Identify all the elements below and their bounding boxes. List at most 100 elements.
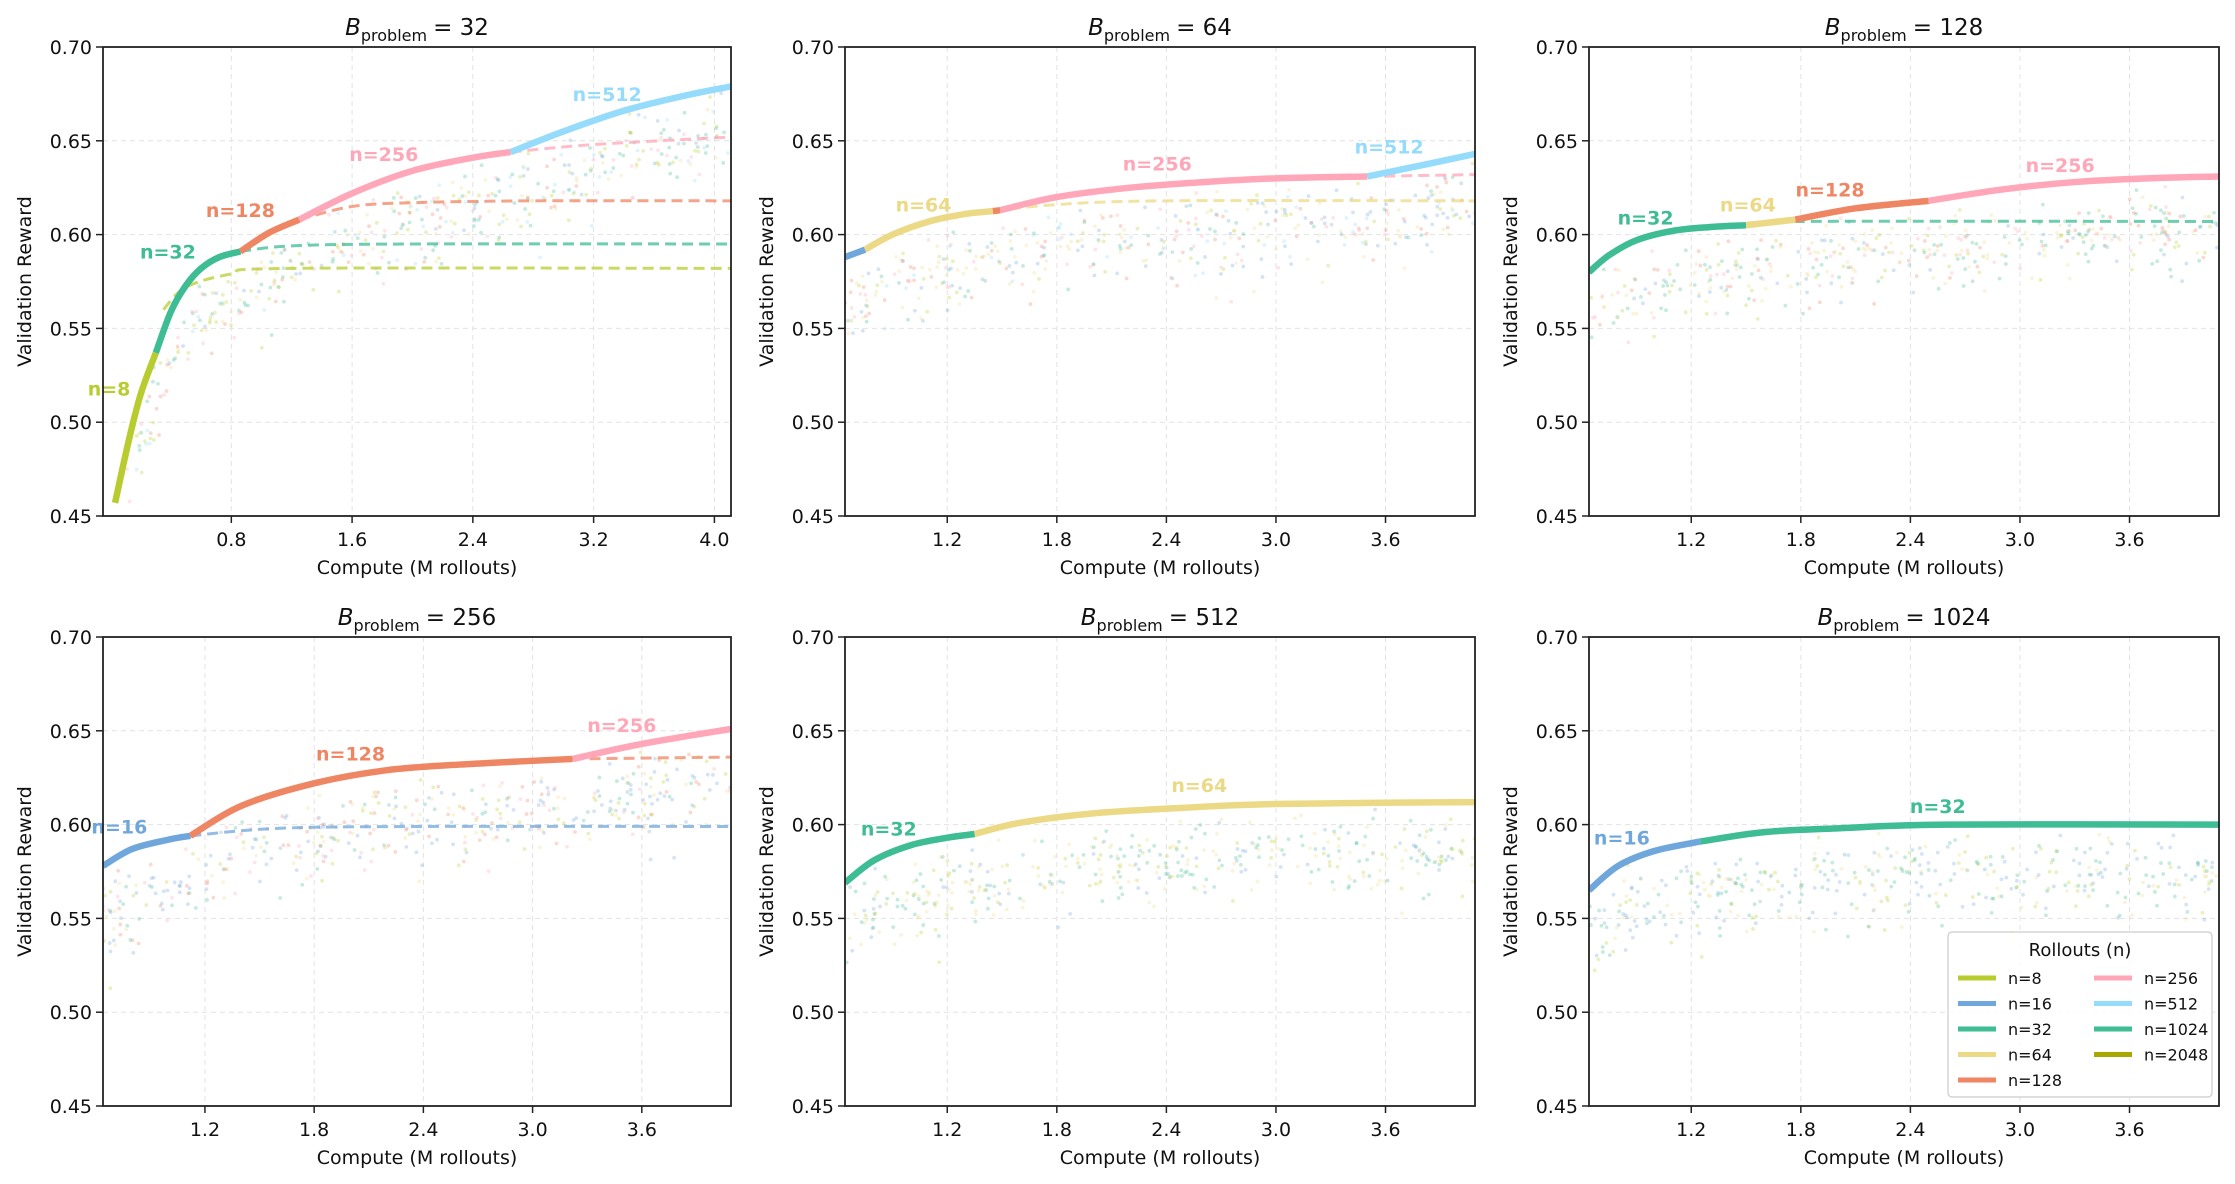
- scatter-point: [1413, 844, 1418, 849]
- scatter-point: [689, 155, 694, 159]
- scatter-point: [542, 803, 546, 807]
- scatter-point: [664, 790, 669, 794]
- scatter-point: [1992, 869, 1997, 874]
- scatter-point: [436, 784, 441, 789]
- scatter-point: [1326, 853, 1331, 858]
- scatter-point: [915, 933, 920, 938]
- scatter-point: [134, 467, 139, 472]
- scatter-point: [2014, 878, 2019, 883]
- scatter-point: [2193, 874, 2198, 879]
- scatter-point: [304, 876, 309, 881]
- scatter-point: [1825, 851, 1830, 856]
- scatter-point: [392, 816, 397, 821]
- scatter-point: [1721, 272, 1726, 277]
- scatter-point: [1276, 846, 1281, 851]
- scatter-point: [1257, 855, 1261, 860]
- scatter-point: [711, 772, 715, 777]
- title-value: = 1024: [1905, 605, 1990, 631]
- scatter-point: [1459, 850, 1464, 855]
- x-tick-label: 2.4: [1151, 529, 1181, 551]
- scatter-point: [1093, 836, 1098, 841]
- y-tick-label: 0.70: [1536, 627, 1578, 649]
- scatter-point: [382, 234, 387, 239]
- scatter-point: [967, 889, 972, 894]
- scatter-point: [1907, 263, 1912, 267]
- scatter-point: [148, 431, 153, 435]
- scatter-point: [220, 300, 225, 305]
- scatter-point: [925, 889, 929, 894]
- y-axis-label: Validation Reward: [756, 786, 778, 957]
- scatter-point: [1745, 929, 1749, 934]
- scatter-point: [348, 799, 353, 804]
- scatter-point: [224, 300, 229, 304]
- scatter-point: [500, 219, 505, 224]
- scatter-point: [955, 268, 960, 272]
- scatter-point: [2202, 214, 2207, 219]
- scatter-point: [1971, 902, 1976, 907]
- scatter-point: [1091, 262, 1096, 267]
- scatter-point: [1794, 914, 1799, 919]
- scatter-point: [1057, 225, 1061, 230]
- scatter-point: [653, 756, 657, 761]
- scatter-point: [1364, 216, 1369, 221]
- scatter-point: [192, 323, 196, 328]
- scatter-point: [471, 812, 475, 816]
- scatter-point: [1919, 885, 1924, 889]
- scatter-point: [524, 812, 529, 816]
- scatter-point: [1193, 273, 1198, 278]
- scatter-point: [1589, 923, 1593, 927]
- scatter-point: [1179, 868, 1184, 873]
- scatter-point: [1203, 890, 1207, 895]
- scatter-point: [1643, 287, 1648, 292]
- scatter-point: [1964, 867, 1969, 872]
- scatter-point: [1596, 957, 1601, 962]
- scatter-point: [919, 285, 924, 290]
- scatter-point: [277, 285, 281, 290]
- scatter-point: [417, 879, 422, 884]
- scatter-point: [2058, 833, 2063, 838]
- scatter-point: [2167, 861, 2172, 866]
- scatter-point: [1205, 239, 1210, 244]
- scatter-point: [1819, 238, 1824, 243]
- scatter-point: [1280, 848, 1284, 852]
- x-tick-label: 3.0: [517, 1119, 547, 1141]
- scatter-point: [321, 859, 326, 864]
- scatter-point: [1118, 246, 1123, 251]
- scatter-point: [2059, 233, 2064, 237]
- scatter-point: [625, 780, 630, 785]
- scatter-point: [1021, 898, 1026, 903]
- scatter-point: [1907, 901, 1912, 906]
- scatter-point: [1767, 261, 1772, 266]
- scatter-point: [209, 873, 214, 878]
- scatter-point: [2171, 833, 2176, 838]
- scatter-point: [1184, 204, 1189, 209]
- scatter-point: [1467, 214, 1472, 219]
- scatter-point: [1689, 874, 1694, 879]
- scatter-point: [2020, 242, 2024, 247]
- scatter-point: [659, 135, 664, 140]
- scatter-point: [2147, 207, 2152, 212]
- scatter-point: [552, 787, 556, 792]
- scatter-point: [570, 171, 575, 176]
- solid-line-n256: [571, 725, 731, 763]
- scatter-point: [1382, 878, 1387, 883]
- scatter-point: [1885, 898, 1890, 903]
- scatter-point: [625, 774, 630, 779]
- scatter-point: [322, 822, 327, 827]
- scatter-point: [527, 212, 532, 217]
- scatter-point: [1156, 226, 1161, 230]
- scatter-point: [937, 934, 941, 938]
- curve-label: n=32: [1910, 796, 1966, 818]
- scatter-point: [915, 915, 920, 920]
- scatter-point: [562, 163, 567, 168]
- scatter-point: [2091, 227, 2095, 231]
- scatter-point: [2155, 903, 2159, 908]
- scatter-point: [284, 813, 289, 818]
- scatter-point: [430, 212, 435, 217]
- scatter-point: [2034, 875, 2039, 880]
- scatter-point: [2136, 223, 2141, 228]
- scatter-point: [1897, 260, 1902, 265]
- scatter-point: [1075, 239, 1080, 244]
- scatter-point: [1219, 272, 1223, 276]
- scatter-point: [1713, 311, 1718, 316]
